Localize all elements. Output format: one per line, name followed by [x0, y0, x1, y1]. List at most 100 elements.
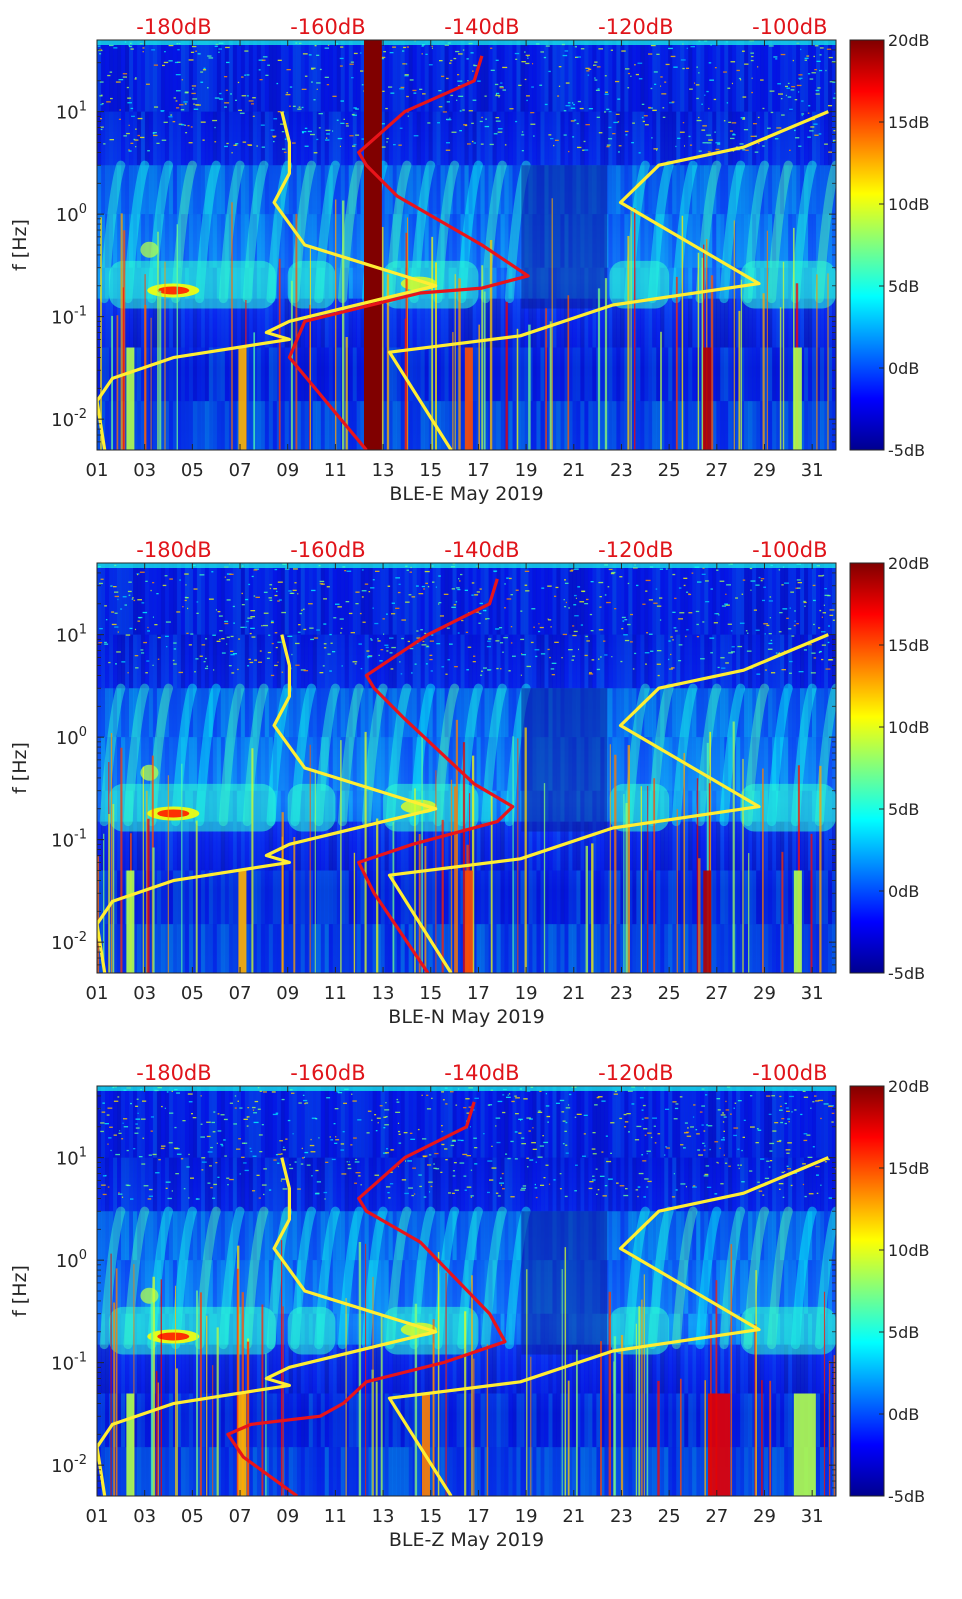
x-tick-label: 27 — [705, 460, 728, 481]
colorbar-tick-label: 10dB — [888, 718, 930, 737]
top-db-tick-label: -120dB — [598, 1061, 673, 1085]
x-axis-title: BLE-N May 2019 — [388, 1006, 544, 1028]
y-tick-label: 10-1 — [51, 1351, 87, 1375]
x-tick-label: 07 — [229, 1506, 252, 1527]
colorbar-tick-label: 20dB — [888, 1077, 930, 1096]
y-tick-label: 100 — [56, 1248, 87, 1272]
x-tick-label: 19 — [515, 983, 538, 1004]
top-db-tick-label: -100dB — [752, 538, 827, 562]
x-tick-label: 31 — [801, 460, 824, 481]
noise-model-curve-1 — [97, 111, 438, 450]
x-tick-label: 11 — [324, 983, 347, 1004]
x-tick-label: 09 — [276, 983, 299, 1004]
x-tick-label: 19 — [515, 460, 538, 481]
y-tick-label: 100 — [56, 202, 87, 226]
colorbar-tick-label: 15dB — [888, 1159, 930, 1178]
colorbar-tick-label: 10dB — [888, 195, 930, 214]
x-tick-label: 29 — [753, 1506, 776, 1527]
x-tick-label: 23 — [610, 983, 633, 1004]
x-tick-label: 05 — [181, 460, 204, 481]
spectrogram-image — [97, 40, 836, 450]
noise-model-curve-3 — [357, 578, 515, 973]
y-tick-label: 10-2 — [51, 407, 87, 431]
y-tick-label: 10-1 — [51, 305, 87, 329]
x-tick-label: 17 — [467, 983, 490, 1004]
noise-model-curve-2 — [387, 110, 829, 450]
colorbar-tick-label: 10dB — [888, 1241, 930, 1260]
top-db-tick-label: -100dB — [752, 15, 827, 39]
x-tick-label: 11 — [324, 1506, 347, 1527]
y-axis-title: f [Hz] — [9, 219, 31, 271]
spectrogram-image — [97, 1086, 836, 1496]
y-tick-label: 10-1 — [51, 828, 87, 852]
x-tick-label: 21 — [562, 983, 585, 1004]
panel-2: 01 03 05 07 09 11 13 15 17 19 21 23 25 27 29 31 BLE-N Ma… — [9, 538, 930, 1028]
x-tick-label: 09 — [276, 1506, 299, 1527]
y-tick-label: 101 — [56, 623, 87, 647]
top-db-tick-label: -160dB — [290, 15, 365, 39]
colorbar-tick-label: -5dB — [888, 441, 925, 460]
x-tick-label: 13 — [372, 983, 395, 1004]
top-db-tick-label: -160dB — [290, 1061, 365, 1085]
x-tick-label: 01 — [86, 1506, 109, 1527]
x-tick-label: 03 — [133, 983, 156, 1004]
y-tick-label: 101 — [56, 1146, 87, 1170]
x-tick-label: 15 — [419, 983, 442, 1004]
top-db-tick-label: -140dB — [444, 15, 519, 39]
top-db-tick-label: -140dB — [444, 1061, 519, 1085]
noise-model-curve-1 — [97, 1157, 438, 1496]
data-gap-band — [363, 40, 382, 450]
x-tick-label: 05 — [181, 983, 204, 1004]
x-tick-label: 25 — [658, 983, 681, 1004]
top-db-tick-label: -180dB — [136, 1061, 211, 1085]
x-tick-label: 01 — [86, 983, 109, 1004]
x-tick-label: 01 — [86, 460, 109, 481]
x-tick-label: 05 — [181, 1506, 204, 1527]
colorbar-tick-label: 0dB — [888, 1405, 919, 1424]
x-tick-label: 27 — [705, 983, 728, 1004]
x-tick-label: 07 — [229, 460, 252, 481]
colorbar-tick-label: 5dB — [888, 277, 919, 296]
colorbar-tick-label: 5dB — [888, 1323, 919, 1342]
x-axis-title: BLE-E May 2019 — [389, 483, 543, 505]
top-db-tick-label: -120dB — [598, 15, 673, 39]
colorbar-tick-label: 0dB — [888, 882, 919, 901]
noise-model-curve-2 — [387, 633, 829, 973]
x-tick-label: 11 — [324, 460, 347, 481]
noise-model-curve-1 — [97, 634, 438, 973]
x-tick-label: 15 — [419, 1506, 442, 1527]
spectrogram-image — [97, 563, 836, 973]
x-tick-label: 03 — [133, 460, 156, 481]
x-tick-label: 17 — [467, 1506, 490, 1527]
x-tick-label: 31 — [801, 1506, 824, 1527]
x-tick-label: 29 — [753, 983, 776, 1004]
x-tick-label: 03 — [133, 1506, 156, 1527]
x-tick-label: 27 — [705, 1506, 728, 1527]
y-tick-label: 10-2 — [51, 930, 87, 954]
x-tick-label: 23 — [610, 1506, 633, 1527]
top-db-tick-label: -180dB — [136, 538, 211, 562]
colorbar — [849, 562, 885, 974]
x-tick-label: 21 — [562, 460, 585, 481]
y-tick-label: 10-2 — [51, 1453, 87, 1477]
x-tick-label: 23 — [610, 460, 633, 481]
x-tick-label: 25 — [658, 460, 681, 481]
x-tick-label: 13 — [372, 460, 395, 481]
x-tick-label: 25 — [658, 1506, 681, 1527]
x-tick-label: 07 — [229, 983, 252, 1004]
noise-model-curve-2 — [387, 1156, 829, 1496]
noise-model-curve-3 — [287, 55, 530, 450]
x-tick-label: 15 — [419, 460, 442, 481]
x-tick-label: 21 — [562, 1506, 585, 1527]
y-tick-label: 100 — [56, 725, 87, 749]
colorbar — [849, 1085, 885, 1497]
x-tick-label: 17 — [467, 460, 490, 481]
y-tick-label: 101 — [56, 100, 87, 124]
panel-1: 01 03 05 07 09 11 13 15 17 19 21 23 25 27 29 31 BLE-E Ma… — [9, 15, 930, 505]
y-axis-title: f [Hz] — [9, 742, 31, 794]
colorbar-tick-label: 20dB — [888, 31, 930, 50]
top-db-tick-label: -100dB — [752, 1061, 827, 1085]
colorbar-tick-label: 5dB — [888, 800, 919, 819]
x-tick-label: 13 — [372, 1506, 395, 1527]
colorbar-tick-label: 0dB — [888, 359, 919, 378]
